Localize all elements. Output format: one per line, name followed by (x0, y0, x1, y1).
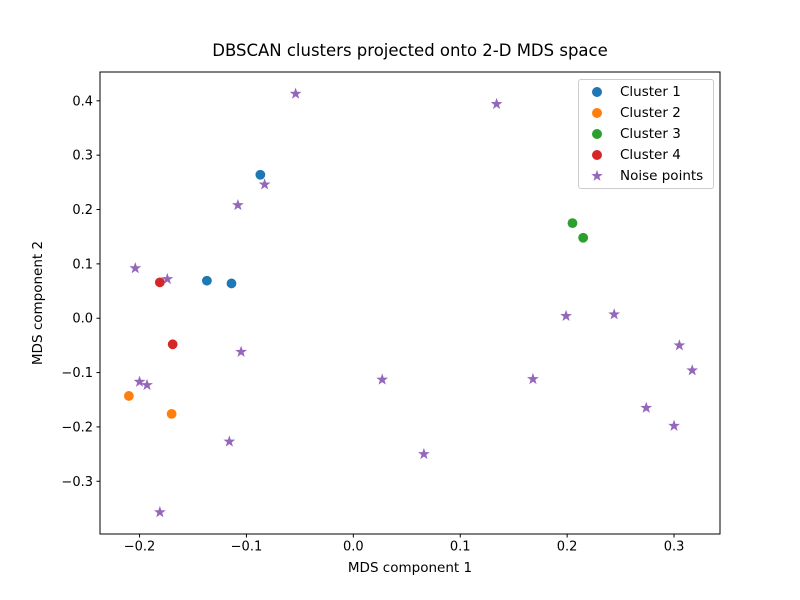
legend-label: Cluster 1 (620, 84, 681, 101)
data-point-star (608, 308, 621, 320)
data-point-star (133, 375, 146, 387)
y-axis-label: MDS component 2 (30, 240, 46, 366)
data-point (578, 232, 589, 243)
y-tick-label: 0.4 (72, 94, 93, 109)
data-point (154, 277, 165, 288)
data-point-star (673, 339, 686, 351)
legend-star-icon (591, 169, 603, 181)
legend-circle-icon (592, 108, 602, 119)
data-point-star (640, 401, 653, 413)
data-point-star (161, 272, 174, 285)
legend-row: Cluster 4 (583, 144, 709, 165)
data-point (226, 278, 237, 289)
data-point (166, 408, 177, 419)
y-tick-label: −0.3 (61, 475, 93, 490)
data-point (123, 391, 134, 401)
x-tick-label: −0.1 (231, 540, 263, 555)
x-tick-label: 0.0 (343, 540, 364, 555)
legend: Cluster 1 Cluster 2 Cluster 3 Cluster 4 Nois… (578, 79, 714, 189)
legend-circle-icon (592, 128, 602, 139)
legend-row: Noise points (583, 165, 709, 186)
data-point-star (418, 447, 430, 460)
data-point-star (289, 87, 302, 99)
legend-label: Cluster 3 (620, 125, 681, 142)
y-tick-label: 0.2 (72, 203, 93, 218)
legend-label: Noise points (620, 167, 704, 184)
legend-circle-icon (592, 149, 602, 160)
x-tick-label: −0.2 (124, 540, 156, 555)
data-point (201, 275, 212, 286)
data-point-star (129, 262, 142, 274)
data-point-star (141, 378, 153, 391)
y-tick-label: −0.1 (61, 366, 93, 381)
data-point-star (686, 364, 699, 376)
x-tick-label: 0.3 (664, 540, 685, 555)
x-tick-label: 0.2 (557, 540, 578, 555)
data-point-star (223, 435, 236, 447)
chart-title: DBSCAN clusters projected onto 2-D MDS s… (212, 41, 608, 60)
plot-area (99, 71, 721, 535)
data-point (567, 218, 578, 229)
y-tick-label: 0.3 (72, 149, 93, 164)
legend-row: Cluster 2 (583, 103, 709, 124)
data-point-star (153, 506, 166, 518)
x-axis-label: MDS component 1 (347, 560, 473, 576)
x-tick-label: 0.1 (450, 540, 471, 555)
legend-row: Cluster 3 (583, 124, 709, 145)
data-point-star (527, 372, 539, 385)
legend-label: Cluster 2 (620, 105, 681, 122)
data-point-star (668, 419, 680, 431)
data-point-star (235, 345, 247, 357)
y-tick-label: −0.2 (61, 420, 93, 435)
data-point (255, 169, 266, 180)
data-point-star (232, 198, 244, 211)
data-point-star (258, 178, 271, 190)
y-tick-label: 0.1 (72, 257, 93, 272)
data-point-star (560, 309, 572, 322)
data-point-star (490, 97, 503, 110)
data-point-star (376, 373, 389, 385)
legend-circle-icon (592, 87, 602, 98)
legend-row: Cluster 1 (583, 82, 709, 103)
y-tick-label: 0.0 (72, 312, 93, 327)
data-point (167, 339, 178, 350)
legend-label: Cluster 4 (620, 146, 681, 163)
